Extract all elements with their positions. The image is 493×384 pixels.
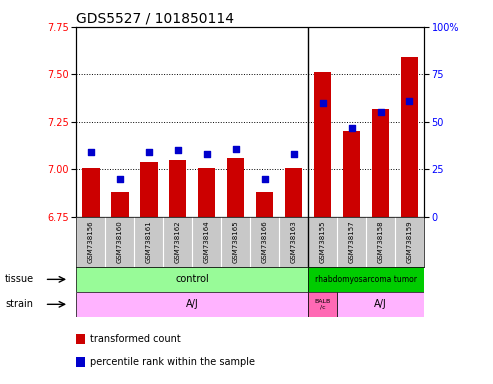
Text: percentile rank within the sample: percentile rank within the sample <box>90 357 255 367</box>
Text: GSM738157: GSM738157 <box>349 220 354 263</box>
Point <box>174 147 182 154</box>
Text: A/J: A/J <box>186 299 199 310</box>
Bar <box>285 167 302 217</box>
Bar <box>372 109 389 217</box>
Text: tissue: tissue <box>5 274 34 285</box>
Text: BALB
/c: BALB /c <box>315 299 331 310</box>
Bar <box>256 192 273 217</box>
Text: transformed count: transformed count <box>90 334 181 344</box>
Point <box>145 149 153 156</box>
Bar <box>140 162 158 217</box>
Bar <box>401 57 418 217</box>
Bar <box>82 167 100 217</box>
Text: control: control <box>176 274 209 285</box>
Text: GSM738155: GSM738155 <box>319 221 325 263</box>
Bar <box>198 167 215 217</box>
Point <box>406 98 414 104</box>
Text: GSM738162: GSM738162 <box>175 220 181 263</box>
Point <box>290 151 298 157</box>
Text: GSM738158: GSM738158 <box>378 220 384 263</box>
Point <box>232 146 240 152</box>
Text: rhabdomyosarcoma tumor: rhabdomyosarcoma tumor <box>315 275 417 284</box>
Point <box>348 124 355 131</box>
Bar <box>169 160 186 217</box>
Text: GSM738159: GSM738159 <box>407 220 413 263</box>
Point <box>87 149 95 156</box>
Text: strain: strain <box>5 299 33 310</box>
Text: GDS5527 / 101850114: GDS5527 / 101850114 <box>76 12 234 26</box>
Bar <box>227 158 245 217</box>
Text: GSM738163: GSM738163 <box>291 220 297 263</box>
Bar <box>76 292 308 317</box>
Bar <box>308 267 424 292</box>
Point <box>116 176 124 182</box>
Text: GSM738164: GSM738164 <box>204 220 210 263</box>
Bar <box>308 292 337 317</box>
Bar <box>343 131 360 217</box>
Bar <box>314 73 331 217</box>
Point <box>261 176 269 182</box>
Text: GSM738160: GSM738160 <box>117 220 123 263</box>
Bar <box>111 192 129 217</box>
Point <box>318 100 326 106</box>
Text: GSM738165: GSM738165 <box>233 220 239 263</box>
Text: GSM738161: GSM738161 <box>146 220 152 263</box>
Text: A/J: A/J <box>374 299 387 310</box>
Text: GSM738166: GSM738166 <box>262 220 268 263</box>
Point <box>377 109 385 116</box>
Bar <box>76 267 308 292</box>
Bar <box>337 292 424 317</box>
Point <box>203 151 211 157</box>
Text: GSM738156: GSM738156 <box>88 220 94 263</box>
